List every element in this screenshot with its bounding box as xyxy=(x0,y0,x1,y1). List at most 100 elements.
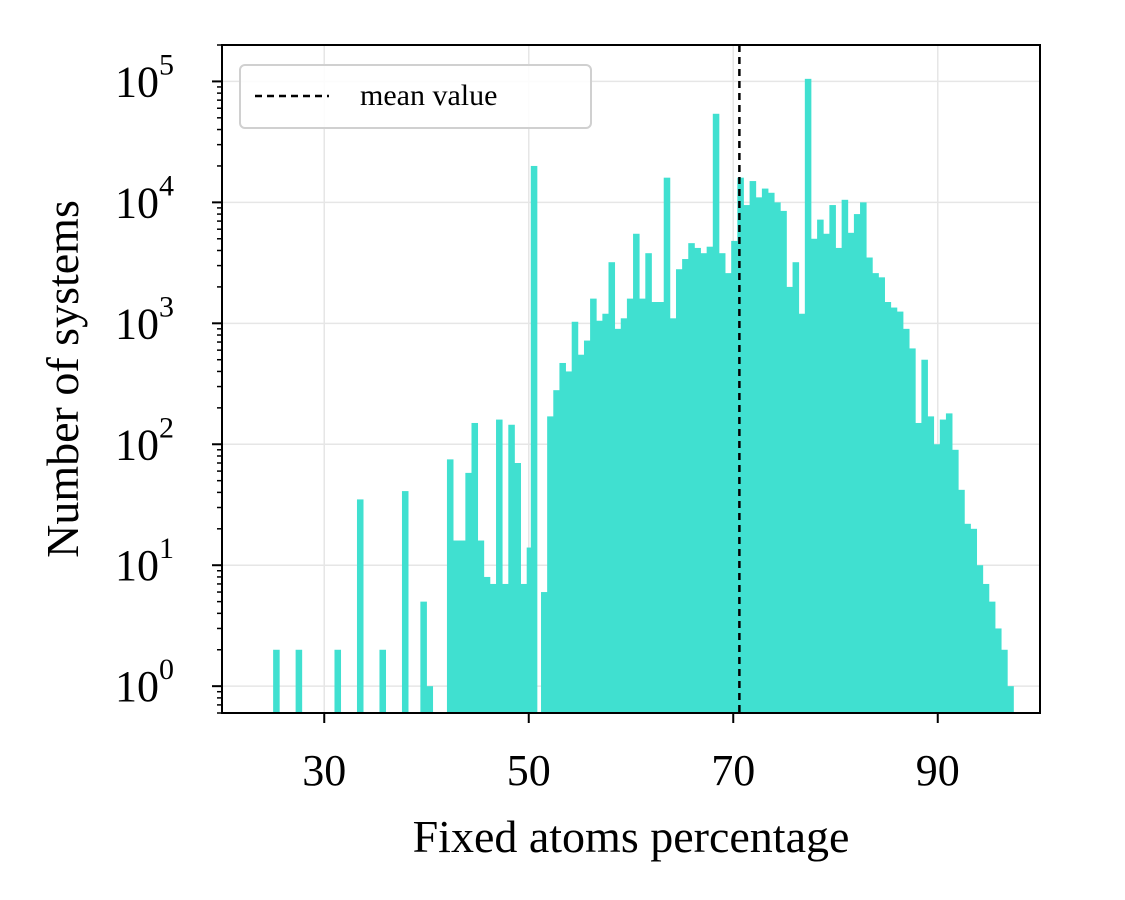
y-tick-exponent: 0 xyxy=(159,653,174,686)
histogram-bar xyxy=(459,540,466,713)
y-tick-label: 102 xyxy=(115,411,174,469)
histogram-bar xyxy=(530,165,538,713)
y-tick-exponent: 1 xyxy=(159,532,174,565)
histogram-bar xyxy=(976,565,984,713)
histogram-bar xyxy=(1001,649,1008,713)
histogram-bar xyxy=(571,321,579,713)
histogram-bar xyxy=(645,253,652,713)
histogram-bar xyxy=(902,328,910,713)
plot-frame xyxy=(221,44,1041,714)
histogram-bar xyxy=(608,262,616,713)
histogram-bar xyxy=(939,419,947,713)
histogram-bar xyxy=(620,318,628,713)
histogram-bar xyxy=(565,371,573,713)
histogram-bar xyxy=(577,354,585,713)
histogram-bar xyxy=(804,78,812,714)
histogram-bar xyxy=(583,340,591,713)
histogram-bar xyxy=(725,273,732,713)
bars-layer xyxy=(273,78,1014,714)
y-tick-exponent: 4 xyxy=(159,169,174,202)
histogram-bar xyxy=(273,649,280,713)
y-tick-label: 104 xyxy=(115,169,174,227)
histogram-bar xyxy=(453,540,460,713)
histogram-bar xyxy=(823,233,830,713)
histogram-bar xyxy=(847,232,855,713)
histogram-bar xyxy=(471,422,479,713)
histogram-bar xyxy=(718,253,726,713)
histogram-bar xyxy=(798,313,806,713)
histogram-bar xyxy=(688,243,695,713)
histogram-bar xyxy=(853,214,861,713)
histogram-bar xyxy=(700,253,708,713)
histogram-bar xyxy=(669,318,677,713)
histogram-bar xyxy=(964,523,971,713)
histogram-bar xyxy=(835,247,843,713)
histogram-bar xyxy=(909,348,916,713)
y-tick-exponent: 2 xyxy=(159,411,174,444)
histogram-bar xyxy=(496,419,503,713)
histogram-bar xyxy=(508,424,515,713)
histogram-bar xyxy=(379,649,386,713)
y-axis-label: Number of systems xyxy=(37,200,88,558)
histogram-bar xyxy=(860,202,867,714)
histogram-bar xyxy=(489,583,497,713)
histogram-bar xyxy=(520,583,528,713)
histogram-bar xyxy=(614,328,622,713)
histogram-bar xyxy=(694,247,701,713)
histogram-bar xyxy=(792,262,800,713)
y-tick-exponent: 3 xyxy=(159,290,174,323)
histogram-bar xyxy=(933,444,941,713)
histogram-bar xyxy=(945,413,953,713)
histogram-bar xyxy=(446,459,454,713)
histogram-bar xyxy=(927,416,935,713)
histogram-bar xyxy=(884,302,892,713)
histogram-bar xyxy=(547,416,554,713)
histogram-bar xyxy=(915,422,922,713)
legend-box xyxy=(239,64,592,129)
histogram-bar xyxy=(780,210,787,713)
histogram-bar xyxy=(988,601,996,713)
histogram-bar xyxy=(866,257,873,713)
histogram-bar xyxy=(749,181,757,713)
histogram-bar xyxy=(295,649,303,713)
histogram-bar xyxy=(786,286,793,713)
y-tick-label: 101 xyxy=(115,532,174,590)
histogram-bar xyxy=(761,188,769,713)
histogram-bar xyxy=(970,528,978,713)
histogram-bar xyxy=(995,628,1002,713)
histogram-bar xyxy=(774,202,781,714)
histogram-bar xyxy=(706,246,714,713)
x-tick-label: 70 xyxy=(711,746,755,795)
histogram-bar xyxy=(731,240,738,714)
y-tick-label: 105 xyxy=(115,48,174,106)
histogram-bar xyxy=(633,233,640,713)
histogram-bar xyxy=(675,269,683,713)
histogram-bar xyxy=(712,113,720,713)
histogram-bar xyxy=(657,302,665,713)
histogram-bar xyxy=(596,320,603,713)
histogram-bar xyxy=(526,547,534,713)
histogram-bar xyxy=(921,359,928,713)
histogram-bar xyxy=(356,499,364,713)
histogram-bar xyxy=(626,298,634,713)
histogram-bar xyxy=(829,205,836,713)
histogram-bar xyxy=(958,489,965,713)
histogram-bar xyxy=(483,576,491,713)
histogram-bar xyxy=(1007,686,1014,713)
histogram-bar xyxy=(590,298,597,713)
histogram-bar xyxy=(755,197,763,714)
y-tick-label: 100 xyxy=(115,653,174,711)
x-tick-label: 30 xyxy=(302,746,346,795)
histogram-bar xyxy=(872,273,879,713)
histogram-bar xyxy=(420,601,427,713)
histogram-bar xyxy=(502,583,509,713)
histogram-bar xyxy=(541,592,548,713)
histogram-bar xyxy=(841,199,849,714)
histogram-bar xyxy=(952,449,959,713)
x-tick-label: 90 xyxy=(916,746,960,795)
histogram-bar xyxy=(465,472,472,713)
histogram-bar xyxy=(426,686,434,713)
